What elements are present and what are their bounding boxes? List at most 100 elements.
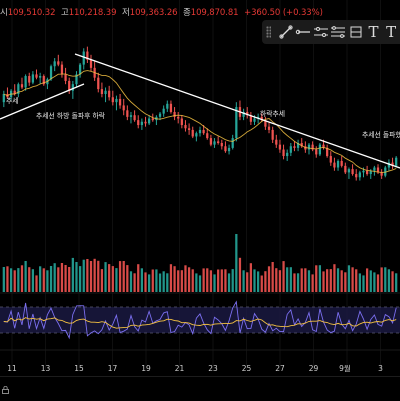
candle-body bbox=[249, 115, 252, 122]
candle-body bbox=[220, 143, 223, 147]
candle-body bbox=[213, 141, 216, 145]
candle-body bbox=[191, 129, 194, 137]
volume-bar bbox=[129, 271, 133, 292]
volume-bar bbox=[206, 268, 209, 292]
candle-body bbox=[395, 157, 398, 166]
parallel-channel-icon[interactable] bbox=[312, 22, 330, 42]
candle-body bbox=[217, 141, 220, 143]
volume-bar bbox=[365, 268, 369, 292]
candle-body bbox=[206, 133, 209, 139]
time-axis-label: 9월 bbox=[339, 363, 351, 373]
text-tool-icon[interactable]: T bbox=[386, 23, 397, 41]
volume-bar bbox=[275, 268, 278, 292]
candle-body bbox=[311, 144, 314, 150]
volume-bar bbox=[24, 261, 27, 292]
volume-bar bbox=[296, 273, 300, 292]
volume-bar bbox=[224, 269, 227, 292]
candle-body bbox=[169, 103, 173, 112]
candle-body bbox=[97, 77, 100, 90]
volume-bar bbox=[57, 267, 60, 292]
candle-body bbox=[42, 76, 45, 85]
drag-handle-icon[interactable] bbox=[266, 26, 271, 38]
candle-body bbox=[177, 116, 180, 119]
volume-bar bbox=[209, 270, 213, 292]
candle-body bbox=[118, 98, 122, 106]
time-axis-label: 17 bbox=[108, 364, 118, 373]
candle-body bbox=[71, 84, 74, 91]
volume-bar bbox=[373, 272, 376, 292]
volume-bar bbox=[289, 267, 292, 292]
volume-bar bbox=[358, 273, 361, 292]
candle-body bbox=[2, 94, 5, 103]
volume-bar bbox=[307, 270, 311, 292]
time-axis-label: 13 bbox=[41, 364, 51, 373]
candle-body bbox=[173, 111, 176, 117]
volume-bar bbox=[148, 274, 151, 292]
volume-bar bbox=[246, 272, 249, 292]
time-axis-label: 19 bbox=[141, 364, 151, 373]
candle-body bbox=[289, 146, 292, 153]
candle-body bbox=[187, 128, 191, 130]
low-label: 저 bbox=[122, 8, 130, 18]
lock-icon[interactable] bbox=[2, 386, 9, 394]
candle-body bbox=[282, 149, 285, 157]
volume-bar bbox=[318, 265, 322, 292]
candle-body bbox=[104, 90, 107, 94]
volume-bar bbox=[235, 234, 238, 292]
volume-bar bbox=[315, 265, 318, 292]
volume-bar bbox=[169, 264, 173, 292]
volume-bar bbox=[311, 274, 314, 292]
volume-bar bbox=[304, 268, 307, 292]
volume-bar bbox=[195, 273, 198, 292]
volume-bar bbox=[35, 275, 38, 292]
volume-bar bbox=[184, 265, 187, 292]
time-axis-label: 25 bbox=[242, 364, 252, 373]
volume-bar bbox=[68, 267, 71, 292]
volume-bar bbox=[293, 273, 296, 292]
volume-bar bbox=[86, 259, 89, 292]
volume-bar bbox=[20, 265, 24, 292]
time-axis-label: 29 bbox=[309, 364, 319, 373]
drawing-toolbar: T T bbox=[262, 20, 400, 44]
volume-bar bbox=[213, 274, 216, 292]
candle-body bbox=[369, 170, 372, 175]
chart-annotation: 하락추세 bbox=[260, 109, 285, 118]
fib-levels-icon[interactable] bbox=[330, 22, 348, 42]
volume-bar bbox=[264, 271, 267, 292]
candle-body bbox=[100, 89, 104, 94]
candle-body bbox=[333, 162, 336, 168]
candle-body bbox=[373, 167, 376, 171]
candle-body bbox=[329, 156, 332, 163]
candle-body bbox=[162, 108, 165, 114]
volume-bar bbox=[60, 263, 64, 292]
volume-bar bbox=[355, 269, 358, 292]
volume-bar bbox=[6, 266, 9, 292]
horizontal-ray-icon[interactable] bbox=[294, 22, 312, 42]
volume-bar bbox=[391, 271, 394, 292]
trend-line-icon[interactable] bbox=[277, 22, 295, 42]
candle-body bbox=[307, 144, 311, 150]
long-position-icon[interactable] bbox=[347, 22, 365, 42]
text-tool-icon[interactable]: T bbox=[368, 23, 379, 41]
volume-bar bbox=[144, 272, 147, 292]
volume-bar bbox=[93, 258, 96, 292]
volume-bar bbox=[126, 265, 129, 292]
volume-bar bbox=[49, 266, 53, 292]
candle-body bbox=[209, 138, 213, 145]
candle-body bbox=[362, 170, 365, 173]
candle-body bbox=[68, 80, 71, 91]
candle-body bbox=[340, 160, 343, 166]
volume-bar bbox=[282, 261, 285, 292]
volume-bar bbox=[140, 268, 143, 292]
chart-annotation: 추세선 하방 돌파후 하락 bbox=[36, 111, 106, 120]
candle-body bbox=[184, 125, 187, 129]
bottom-bar bbox=[0, 376, 400, 401]
volume-bar bbox=[220, 269, 223, 292]
volume-bars bbox=[2, 234, 398, 292]
volume-bar bbox=[271, 262, 274, 292]
volume-bar bbox=[344, 272, 347, 292]
volume-bar bbox=[329, 269, 332, 292]
candle-body bbox=[344, 165, 347, 173]
